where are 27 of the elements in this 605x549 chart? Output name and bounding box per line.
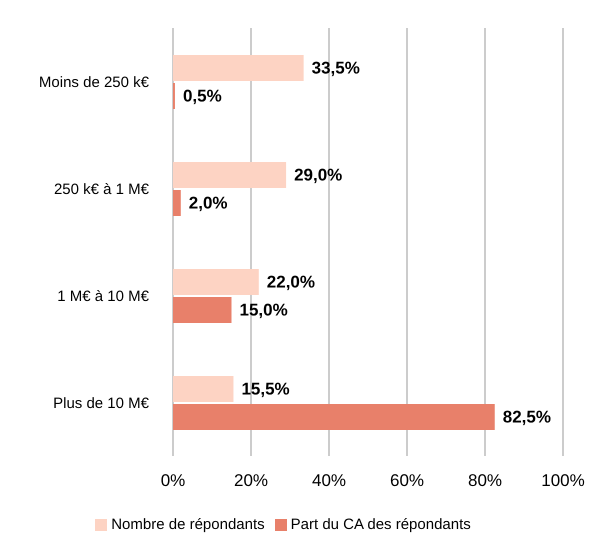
data-label: 15,0% [240, 300, 288, 320]
bar [173, 297, 232, 323]
bar [173, 269, 259, 295]
legend-label: Part du CA des répondants [290, 516, 471, 533]
data-label: 0,5% [182, 86, 222, 106]
y-tick-label: Moins de 250 k€ [38, 74, 150, 91]
x-tick-label: 40% [312, 471, 346, 490]
bar [173, 55, 304, 81]
data-label: 2,0% [188, 194, 228, 212]
data-label: 29,0% [294, 166, 342, 184]
x-tick-label: 80% [468, 471, 502, 490]
y-tick-label: Plus de 10 M€ [53, 394, 150, 412]
x-tick-label: 0% [160, 471, 186, 490]
legend-label: Nombre de répondants [111, 516, 265, 533]
y-tick-label: 250 k€ à 1 M€ [54, 180, 150, 198]
data-label: 15,5% [241, 380, 290, 398]
x-tick-label: 100% [541, 471, 585, 490]
bar [173, 376, 234, 402]
x-tick-label: 60% [390, 471, 424, 490]
data-label: 22,0% [266, 272, 316, 292]
bar [173, 404, 495, 430]
x-tick-label: 20% [234, 471, 268, 490]
data-label: 82,5% [502, 408, 551, 426]
y-tick-label: 1 M€ à 10 M€ [57, 288, 150, 305]
bar [173, 162, 286, 188]
bar [173, 190, 181, 216]
data-label: 33,5% [312, 58, 360, 78]
